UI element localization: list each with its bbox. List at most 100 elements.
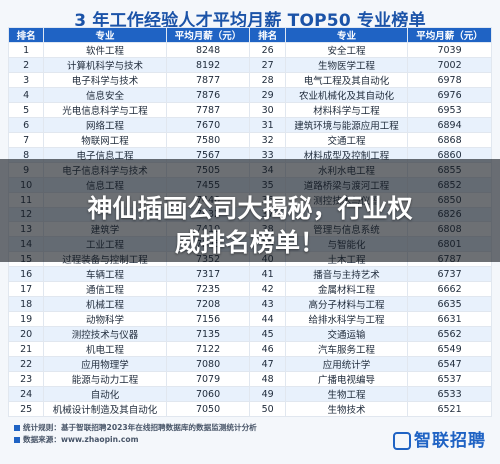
salary-cell: 6662 — [407, 281, 492, 297]
major-cell: 广播电视编导 — [284, 371, 409, 387]
salary-cell: 7060 — [165, 386, 251, 402]
col-header-rank: 排名 — [7, 27, 45, 43]
salary-cell: 7235 — [165, 281, 251, 297]
major-cell: 生物医学工程 — [284, 57, 409, 73]
table-header-row: 排名 专业 平均月薪（元） 排名 专业 平均月薪（元） — [7, 27, 492, 43]
major-cell: 应用统计学 — [284, 356, 409, 372]
major-cell: 生物技术 — [284, 401, 409, 417]
salary-cell: 8248 — [165, 42, 251, 58]
table-row: 17 通信工程 7235 42 金属材料工程 6662 — [7, 281, 492, 297]
salary-cell: 7135 — [165, 326, 251, 342]
rank-cell: 31 — [249, 117, 286, 133]
brand-name: 智联招聘 — [414, 431, 486, 451]
salary-cell: 6894 — [407, 117, 492, 133]
rank-cell: 2 — [7, 57, 45, 73]
rank-cell: 41 — [249, 266, 286, 282]
salary-cell: 7877 — [165, 72, 251, 88]
col-header-major-2: 专业 — [284, 27, 409, 43]
major-cell: 安全工程 — [284, 42, 409, 58]
major-cell: 高分子材料与工程 — [284, 296, 409, 312]
rank-cell: 17 — [7, 281, 45, 297]
headline: 神仙插画公司大揭秘，行业权 威排名榜单！ — [0, 192, 500, 260]
major-cell: 机械设计制造及其自动化 — [43, 401, 167, 417]
rank-cell: 28 — [249, 72, 286, 88]
salary-cell: 7156 — [165, 311, 251, 327]
col-header-rank-2: 排名 — [249, 27, 286, 43]
stat-rule-note: 统计规则：基于智联招聘2023年在线招聘数据库的数据监测统计分析 — [14, 422, 354, 434]
salary-cell: 7122 — [165, 341, 251, 357]
major-cell: 建筑环境与能源应用工程 — [284, 117, 409, 133]
table-row: 25 机械设计制造及其自动化 7050 50 生物技术 6521 — [7, 401, 492, 417]
major-cell: 测控技术与仪器 — [43, 326, 167, 342]
rank-cell: 6 — [7, 117, 45, 133]
rank-cell: 3 — [7, 72, 45, 88]
salary-cell: 7787 — [165, 102, 251, 118]
major-cell: 金属材料工程 — [284, 281, 409, 297]
table-row: 2 计算机科学与技术 8192 27 生物医学工程 7002 — [7, 57, 492, 73]
col-header-major: 专业 — [43, 27, 167, 43]
salary-cell: 7050 — [165, 401, 251, 417]
data-source-note: 数据来源：www.zhaopin.com — [14, 434, 354, 446]
major-cell: 光电信息科学与工程 — [43, 102, 167, 118]
major-cell: 农业机械化及其自动化 — [284, 87, 409, 103]
major-cell: 应用物理学 — [43, 356, 167, 372]
table-row: 24 自动化 7060 49 生物工程 6533 — [7, 386, 492, 402]
rank-cell: 50 — [249, 401, 286, 417]
major-cell: 给排水科学与工程 — [284, 311, 409, 327]
rank-cell: 19 — [7, 311, 45, 327]
salary-cell: 6978 — [407, 72, 492, 88]
table-row: 5 光电信息科学与工程 7787 30 材料科学与工程 6953 — [7, 102, 492, 118]
salary-cell: 6868 — [407, 132, 492, 148]
salary-cell: 6635 — [407, 296, 492, 312]
major-cell: 机械工程 — [43, 296, 167, 312]
rank-cell: 47 — [249, 356, 286, 372]
salary-cell: 6737 — [407, 266, 492, 282]
major-cell: 播音与主持艺术 — [284, 266, 409, 282]
major-cell: 交通运输 — [284, 326, 409, 342]
rank-cell: 26 — [249, 42, 286, 58]
table-row: 1 软件工程 8248 26 安全工程 7039 — [7, 42, 492, 58]
major-cell: 自动化 — [43, 386, 167, 402]
rank-cell: 44 — [249, 311, 286, 327]
salary-cell: 8192 — [165, 57, 251, 73]
col-header-salary: 平均月薪（元） — [165, 27, 251, 43]
salary-cell: 6549 — [407, 341, 492, 357]
salary-cell: 6533 — [407, 386, 492, 402]
table-row: 19 动物科学 7156 44 给排水科学与工程 6631 — [7, 311, 492, 327]
salary-cell: 6631 — [407, 311, 492, 327]
brand-logo: 智联招聘 — [393, 426, 486, 451]
major-cell: 电子科学与技术 — [43, 72, 167, 88]
major-cell: 车辆工程 — [43, 266, 167, 282]
rank-cell: 1 — [7, 42, 45, 58]
major-cell: 能源与动力工程 — [43, 371, 167, 387]
headline-overlay — [0, 159, 500, 262]
rank-cell: 20 — [7, 326, 45, 342]
table-row: 7 物联网工程 7580 32 交通工程 6868 — [7, 132, 492, 148]
rank-cell: 4 — [7, 87, 45, 103]
major-cell: 电气工程及其自动化 — [284, 72, 409, 88]
rank-cell: 18 — [7, 296, 45, 312]
major-cell: 汽车服务工程 — [284, 341, 409, 357]
major-cell: 网络工程 — [43, 117, 167, 133]
major-cell: 机电工程 — [43, 341, 167, 357]
major-cell: 交通工程 — [284, 132, 409, 148]
rank-cell: 42 — [249, 281, 286, 297]
table-row: 21 机电工程 7122 46 汽车服务工程 6549 — [7, 341, 492, 357]
rank-cell: 32 — [249, 132, 286, 148]
rank-cell: 43 — [249, 296, 286, 312]
rank-cell: 22 — [7, 356, 45, 372]
major-cell: 生物工程 — [284, 386, 409, 402]
major-cell: 物联网工程 — [43, 132, 167, 148]
table-row: 16 车辆工程 7317 41 播音与主持艺术 6737 — [7, 266, 492, 282]
bullet-icon — [14, 437, 20, 443]
major-cell: 信息安全 — [43, 87, 167, 103]
salary-cell: 6521 — [407, 401, 492, 417]
major-cell: 软件工程 — [43, 42, 167, 58]
rank-cell: 25 — [7, 401, 45, 417]
rank-cell: 16 — [7, 266, 45, 282]
rank-cell: 24 — [7, 386, 45, 402]
salary-cell: 7208 — [165, 296, 251, 312]
salary-cell: 7317 — [165, 266, 251, 282]
headline-line-1: 神仙插画公司大揭秘，行业权 — [87, 194, 413, 223]
